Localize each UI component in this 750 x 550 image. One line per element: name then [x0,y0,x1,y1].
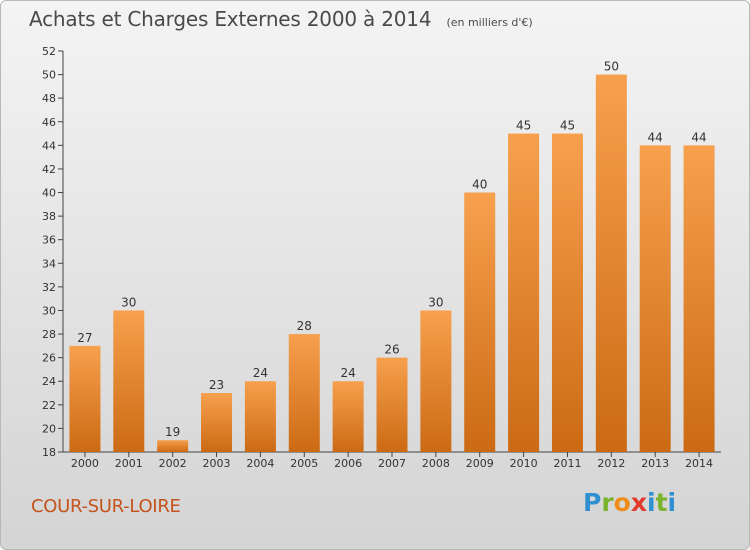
x-tick-label: 2011 [553,457,581,470]
chart-title-block: Achats et Charges Externes 2000 à 2014 (… [29,7,533,31]
y-tick-label: 34 [42,257,56,270]
data-label: 30 [121,295,136,309]
y-tick-label: 20 [42,422,56,435]
bar [551,133,583,452]
y-tick-label: 48 [42,92,56,105]
data-labels: 27 30 19 23 24 28 24 26 30 40 45 45 50 44 44 [77,60,706,440]
bar [639,145,671,452]
logo-letter: i [647,488,656,517]
bar [595,74,627,453]
y-tick-label: 46 [42,116,56,129]
logo-letter: o [613,488,631,517]
chart-unit: (en milliers d'€) [446,16,533,29]
data-label: 23 [209,378,224,392]
logo-letter: r [601,488,614,517]
x-tick-label: 2000 [71,457,99,470]
logo-letter: i [667,488,677,517]
x-tick-label: 2004 [246,457,274,470]
x-tick-label: 2001 [115,457,143,470]
logo-letter: P [583,488,602,517]
bar [376,357,408,452]
y-tick-label: 50 [42,69,56,82]
y-tick-label: 40 [42,187,56,200]
bar [113,310,145,452]
bars [69,74,715,453]
data-label: 44 [648,130,663,144]
data-label: 28 [297,319,312,333]
x-tick-label: 2007 [378,457,406,470]
y-tick-label: 38 [42,210,56,223]
y-tick-label: 36 [42,234,56,247]
bar [683,145,715,452]
data-label: 50 [604,60,619,74]
bar [332,381,364,452]
data-label: 24 [340,366,355,380]
y-tick-label: 52 [42,45,56,58]
data-label: 45 [516,119,531,133]
bar [157,440,189,452]
x-tick-label: 2003 [203,457,231,470]
bar [464,192,496,452]
x-tick-label: 2010 [510,457,538,470]
y-tick-label: 22 [42,399,56,412]
x-tick-label: 2002 [159,457,187,470]
bar [508,133,540,452]
x-tick-label: 2009 [466,457,494,470]
y-tick-label: 30 [42,304,56,317]
data-label: 24 [253,366,268,380]
x-tick-label: 2006 [334,457,362,470]
data-label: 44 [691,130,706,144]
bar [420,310,452,452]
axes: 18 20 22 24 26 28 30 32 34 36 38 40 42 44 46 48 50 52 2000… [42,45,721,470]
chart-title: Achats et Charges Externes 2000 à 2014 [29,7,432,31]
x-tick-label: 2008 [422,457,450,470]
data-label: 19 [165,425,180,439]
proxiti-logo[interactable]: Proxiti [583,488,676,517]
y-tick-label: 44 [42,139,56,152]
x-tick-label: 2014 [685,457,713,470]
y-tick-label: 24 [42,375,56,388]
y-tick-label: 18 [42,446,56,459]
y-tick-label: 32 [42,281,56,294]
data-label: 26 [384,343,399,357]
x-tick-label: 2005 [290,457,318,470]
bar [244,381,276,452]
data-label: 27 [77,331,92,345]
data-label: 40 [472,178,487,192]
y-tick-label: 28 [42,328,56,341]
data-label: 30 [428,295,443,309]
logo-letter: t [655,488,668,517]
logo-letter: x [630,488,647,517]
x-tick-label: 2013 [641,457,669,470]
bar [69,345,101,452]
x-tick-label: 2012 [597,457,625,470]
y-tick-label: 26 [42,352,56,365]
data-label: 45 [560,119,575,133]
bar [288,334,320,452]
y-tick-label: 42 [42,163,56,176]
bar [201,393,233,452]
commune-name: COUR-SUR-LOIRE [31,496,181,517]
